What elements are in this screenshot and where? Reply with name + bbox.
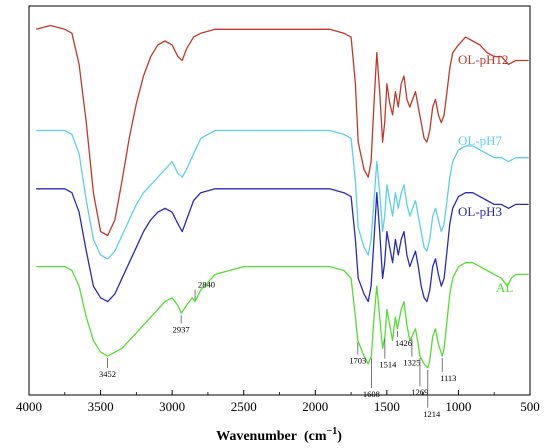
- plot-frame: [28, 5, 531, 396]
- peak-annotation-1269: 1269: [411, 358, 428, 397]
- series-label-ol-ph7: OL-pH7: [458, 133, 503, 148]
- peak-annotation-1426: 1426: [395, 330, 412, 348]
- x-tick-label-3500: 3500: [88, 399, 114, 414]
- peak-label: 1269: [411, 387, 428, 397]
- x-tick-label-500: 500: [520, 399, 540, 414]
- x-tick-label-2000: 2000: [302, 399, 328, 414]
- peak-annotation-1608: 1608: [363, 358, 380, 399]
- peak-annotation-1325: 1325: [403, 338, 420, 368]
- x-axis: 4000 3500 3000 2500 2000 1500 1000 500: [16, 390, 540, 414]
- series-line-ol-ph7: [36, 129, 529, 260]
- series-label-ol-ph12: OL-pH12: [458, 52, 509, 67]
- peak-label: 1514: [379, 360, 397, 370]
- x-tick-label-3000: 3000: [159, 399, 185, 414]
- series-label-ol-ph3: OL-pH3: [458, 204, 502, 219]
- peak-annotation-layer: 3452 2937 2840 1703 1608 1514 1426 1325 1269 1214…: [99, 280, 456, 419]
- series-label-al: AL: [496, 280, 513, 295]
- series-line-al: [36, 262, 529, 369]
- x-tick-label-4000: 4000: [16, 399, 42, 414]
- peak-label: 3452: [99, 369, 116, 379]
- peak-annotation-2840: 2840: [194, 280, 215, 300]
- peak-annotation-2937: 2937: [173, 315, 190, 334]
- x-tick-label-2500: 2500: [231, 399, 257, 414]
- x-axis-title-close: ): [337, 429, 342, 444]
- peak-annotation-1514: 1514: [379, 338, 397, 370]
- peak-label: 2937: [173, 324, 190, 334]
- x-axis-title: Wavenumber (cm−1): [216, 426, 342, 444]
- series-line-ol-ph3: [36, 188, 529, 303]
- peak-label: 1703: [349, 356, 366, 366]
- peak-annotation-1113: 1113: [440, 358, 456, 383]
- peak-label: 2840: [198, 280, 215, 290]
- peak-label: 1113: [440, 373, 456, 383]
- series-layer: [36, 24, 529, 369]
- x-axis-title-main: Wavenumber (cm: [216, 429, 327, 444]
- peak-label: 1214: [423, 409, 441, 419]
- x-axis-title-sup: −1: [327, 426, 338, 437]
- peak-label: 1608: [363, 389, 380, 399]
- peak-annotation-1703: 1703: [349, 342, 366, 366]
- peak-annotation-1214: 1214: [423, 369, 441, 419]
- x-tick-label-1000: 1000: [445, 399, 471, 414]
- series-line-ol-ph12: [36, 24, 529, 237]
- x-tick-label-1500: 1500: [374, 399, 400, 414]
- peak-label: 1325: [403, 358, 420, 368]
- peak-label: 1426: [395, 338, 412, 348]
- series-label-layer: OL-pH12 OL-pH7 OL-pH3 AL: [458, 52, 513, 295]
- peak-annotation-3452: 3452: [99, 357, 116, 379]
